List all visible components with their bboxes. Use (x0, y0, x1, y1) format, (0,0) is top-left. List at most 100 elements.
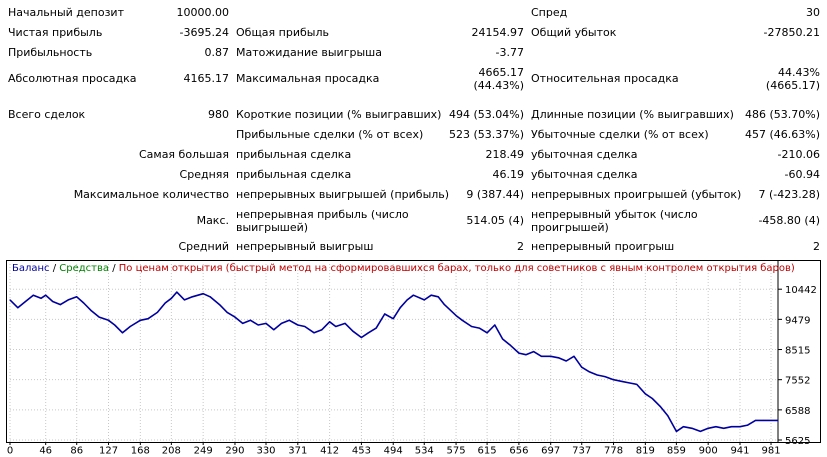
data-point (550, 355, 552, 357)
stat-value-row-total-trades-v3: 486 (53.70%) (744, 108, 820, 121)
x-tick-label: 859 (667, 446, 686, 455)
stat-label-row-deposit-c3: Спред (531, 6, 568, 19)
data-point (183, 299, 186, 301)
chart-legend: Баланс / Средства / По ценам открытия (б… (12, 263, 795, 275)
legend-separator: / (49, 263, 60, 274)
data-point (249, 319, 252, 321)
stat-value-row-max-count-v2: 9 (387.44) (466, 188, 524, 201)
data-point (114, 324, 116, 326)
data-point (335, 325, 337, 328)
stat-value-row-total-trades-v2: 494 (53.04%) (448, 108, 524, 121)
stat-label-row-net-profit-c3: Общий убыток (531, 26, 617, 39)
data-point (45, 294, 47, 296)
data-point (313, 332, 315, 334)
data-point (9, 299, 11, 301)
data-point (667, 415, 669, 417)
data-point (40, 297, 42, 299)
data-point (288, 319, 290, 321)
x-tick-label: 249 (194, 446, 213, 455)
data-point (352, 330, 354, 332)
x-tick-label: 330 (256, 446, 275, 455)
x-tick-label: 127 (99, 446, 118, 455)
data-point (612, 379, 615, 381)
stat-label-row-total-trades-c2: Короткие позиции (% выигравших) (236, 108, 442, 121)
data-point (392, 318, 394, 320)
y-tick-label: 10442 (785, 285, 817, 296)
data-point (581, 366, 583, 368)
data-point (191, 296, 193, 298)
data-point (176, 291, 178, 293)
data-point (509, 344, 511, 346)
data-point (620, 380, 622, 382)
legend-balance: Баланс (12, 263, 50, 274)
data-point (360, 336, 363, 339)
data-point (739, 426, 741, 428)
data-point (273, 329, 275, 331)
stat-label-row-avg-series-c1: Средний (178, 240, 229, 253)
stat-label-row-largest-c2: прибыльная сделка (236, 148, 352, 161)
stat-value-line: (4665.17) (765, 79, 820, 92)
stat-label-row-max-count-c3: непрерывных проигрышей (убыток) (531, 188, 742, 201)
stat-value-row-drawdown-v2: 4665.17 (44.43%) (404, 66, 524, 92)
data-point (367, 332, 369, 334)
stat-label-row-total-trades-c3: Длинные позиции (% выигравших) (531, 108, 734, 121)
data-point (164, 302, 166, 304)
data-point (494, 324, 496, 326)
balance-chart: 10442 9479 8515 7552 6588 5625 0 46 86 127 168 208 2… (6, 260, 821, 454)
data-point (636, 383, 638, 386)
data-point (540, 355, 542, 357)
stat-value-row-max-v2: 514.05 (4) (466, 214, 524, 227)
stat-label-row-max-c1: Макс. (196, 214, 229, 227)
stat-label-row-max-count-c1: Максимальное количество (73, 188, 229, 201)
data-point (604, 376, 606, 378)
stat-label-row-largest-c3: убыточная сделка (531, 148, 638, 161)
data-point (486, 332, 488, 334)
data-point (280, 322, 283, 324)
x-tick-label: 981 (761, 446, 780, 455)
x-tick-label: 208 (162, 446, 181, 455)
data-point (628, 382, 630, 384)
legend-separator: / (109, 263, 119, 274)
data-point (573, 355, 575, 357)
stat-label-row-avg-series-c2: непрерывный выигрыш (236, 240, 374, 253)
stat-value-row-drawdown-v1: 4165.17 (183, 72, 230, 85)
stat-value-row-max-v3: -458.80 (4) (758, 214, 820, 227)
data-point (762, 419, 764, 422)
stat-label-row-drawdown-c2: Максимальная просадка (236, 72, 380, 85)
data-point (470, 325, 473, 328)
stat-value-row-max-count-v3: 7 (-423.28) (758, 188, 820, 201)
x-tick-label: 534 (415, 446, 434, 455)
x-tick-label: 86 (70, 446, 83, 455)
data-point (723, 427, 725, 429)
x-tick-label: 371 (288, 446, 307, 455)
y-tick-label: 5625 (785, 436, 810, 447)
stat-value-row-deposit-v1: 10000.00 (176, 6, 230, 19)
data-point (682, 426, 684, 428)
x-tick-label: 697 (541, 446, 560, 455)
data-point (24, 300, 27, 303)
stat-value-row-profitability-v2: -3.77 (495, 46, 524, 59)
data-point (588, 371, 591, 373)
stat-value-row-average-v3: -60.94 (784, 168, 820, 181)
data-point (76, 296, 78, 298)
chart-frame-border (6, 260, 821, 443)
data-point (107, 319, 110, 321)
data-point (297, 324, 299, 326)
data-point (518, 352, 520, 354)
data-point (715, 426, 717, 428)
data-point (170, 297, 172, 299)
data-point (52, 300, 54, 303)
data-point (98, 316, 100, 318)
stat-value-row-avg-series-v3: 2 (813, 240, 820, 253)
legend-test-mode: По ценам открытия (быстрый метод на сфор… (118, 263, 795, 274)
data-point (329, 321, 331, 323)
y-tick-label: 7552 (785, 376, 810, 387)
stat-label-row-drawdown-c1: Абсолютная просадка (8, 72, 137, 85)
data-point (90, 310, 93, 312)
data-point (770, 419, 772, 422)
x-tick-label: 778 (604, 446, 623, 455)
data-point (83, 302, 85, 304)
data-point (156, 311, 158, 314)
data-point (257, 324, 259, 326)
data-point (659, 405, 661, 407)
